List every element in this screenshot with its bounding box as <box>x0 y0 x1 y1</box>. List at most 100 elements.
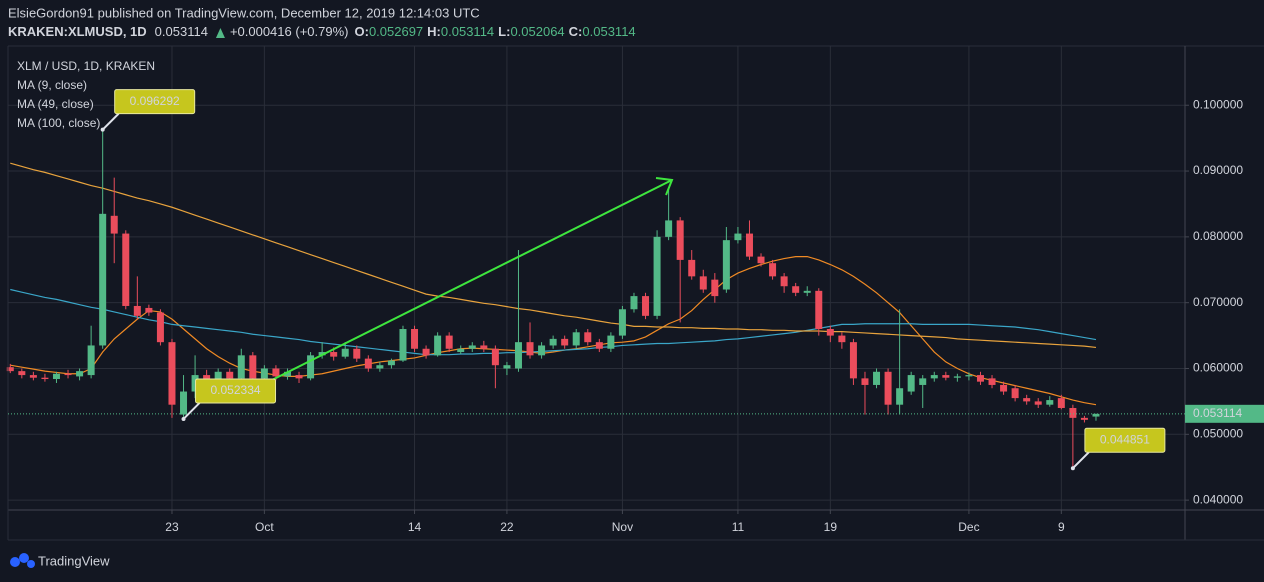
candle-body <box>688 259 696 277</box>
candle-body <box>549 338 557 346</box>
candle-body <box>953 376 961 378</box>
x-tick-label: 22 <box>500 520 514 534</box>
candle-body <box>445 335 453 349</box>
x-tick-label: Nov <box>612 520 633 534</box>
callout-label: 0.044851 <box>1100 432 1150 446</box>
candle-body <box>1046 400 1054 405</box>
grid <box>8 46 1189 514</box>
candle-body <box>272 368 280 377</box>
candle-body <box>572 332 580 346</box>
candle-body <box>919 378 927 385</box>
open-value: 0.052697 <box>369 24 423 39</box>
overlay: 0.040000 0.050000 0.060000 0.070000 0.080000… <box>8 89 1264 534</box>
candle-body <box>757 256 765 264</box>
legend-entry: MA (100, close) <box>17 116 100 130</box>
candle-body <box>87 345 95 376</box>
callout-dot <box>181 416 186 421</box>
candle-body <box>1023 398 1031 402</box>
candle-body <box>988 378 996 385</box>
candle-body <box>803 290 811 293</box>
candle-body <box>780 276 788 287</box>
candle-body <box>873 371 881 385</box>
up-arrow-icon <box>215 28 225 38</box>
candle-body <box>526 342 534 356</box>
candle-body <box>52 373 60 380</box>
candle-body <box>930 375 938 379</box>
trend-arrow-line <box>271 179 673 381</box>
candle-body <box>341 348 349 357</box>
low-value: 0.052064 <box>510 24 564 39</box>
candle-body <box>503 365 511 369</box>
candle-body <box>180 391 188 415</box>
callout-dot <box>1070 466 1075 471</box>
candle-body <box>815 290 823 330</box>
callout-dot <box>100 127 105 132</box>
candle-body <box>353 348 361 359</box>
candle-body <box>561 338 569 346</box>
x-tick-label: 23 <box>165 520 179 534</box>
candle-body <box>642 296 650 316</box>
candle-body <box>18 371 26 376</box>
candle-body <box>64 373 72 376</box>
high-value: 0.053114 <box>441 24 494 39</box>
candle-body <box>584 332 592 343</box>
ma-lines <box>10 162 1097 406</box>
close-label: C: <box>569 24 583 39</box>
candle-body <box>76 371 84 377</box>
candle-body <box>849 342 857 379</box>
candle-body <box>434 335 442 356</box>
candle-body <box>133 305 141 316</box>
candle-body <box>907 375 915 392</box>
author-line: ElsieGordon91 published on TradingView.c… <box>8 5 480 20</box>
candle-body <box>1034 401 1042 405</box>
ma-line <box>10 256 1097 406</box>
price-label-box <box>1185 404 1264 423</box>
candle-body <box>653 236 661 316</box>
candle-body <box>168 342 176 405</box>
callout-pointer <box>182 402 201 420</box>
y-tick-label: 0.090000 <box>1193 163 1243 177</box>
callout-box <box>195 378 277 404</box>
candle-body <box>514 342 522 369</box>
trend-arrow-head <box>655 177 674 196</box>
candle-body <box>226 371 234 379</box>
candle-body <box>1092 413 1100 417</box>
x-tick-label: 19 <box>824 520 838 534</box>
candle-body <box>861 378 869 385</box>
x-tick-label: 14 <box>408 520 422 534</box>
candle-body <box>387 360 395 366</box>
callout-pointer <box>101 112 120 131</box>
y-tick-label: 0.070000 <box>1193 295 1243 309</box>
trend-arrow <box>271 177 674 381</box>
callout-label: 0.052334 <box>210 383 260 397</box>
candle-body <box>468 345 476 349</box>
candle-body <box>457 348 465 353</box>
candle-body <box>214 371 222 382</box>
candle-body <box>665 220 673 237</box>
logo-dot <box>27 560 35 568</box>
open-label: O: <box>354 24 368 39</box>
candle-body <box>1011 388 1019 399</box>
symbol-line: KRAKEN:XLMUSD, 1D 0.053114 +0.000416 (+0.7… <box>8 24 636 39</box>
y-tick-label: 0.050000 <box>1193 426 1243 440</box>
candle-body <box>896 388 904 405</box>
candle-body <box>318 352 326 356</box>
candle-body <box>41 377 49 380</box>
candle-body <box>145 307 153 313</box>
candle-body <box>330 352 338 357</box>
candle-body <box>884 371 892 405</box>
candle-body <box>1057 398 1065 408</box>
ma-line <box>10 162 1097 349</box>
candle-body <box>1069 407 1077 418</box>
symbol: KRAKEN:XLMUSD, 1D <box>8 24 147 39</box>
candle-body <box>1080 417 1088 420</box>
last-price: 0.053114 <box>155 24 208 39</box>
legend-entry: MA (9, close) <box>17 78 87 92</box>
candle-body <box>480 345 488 349</box>
candle-body <box>307 355 315 379</box>
brand-name: TradingView <box>38 553 110 568</box>
close-value: 0.053114 <box>582 24 635 39</box>
